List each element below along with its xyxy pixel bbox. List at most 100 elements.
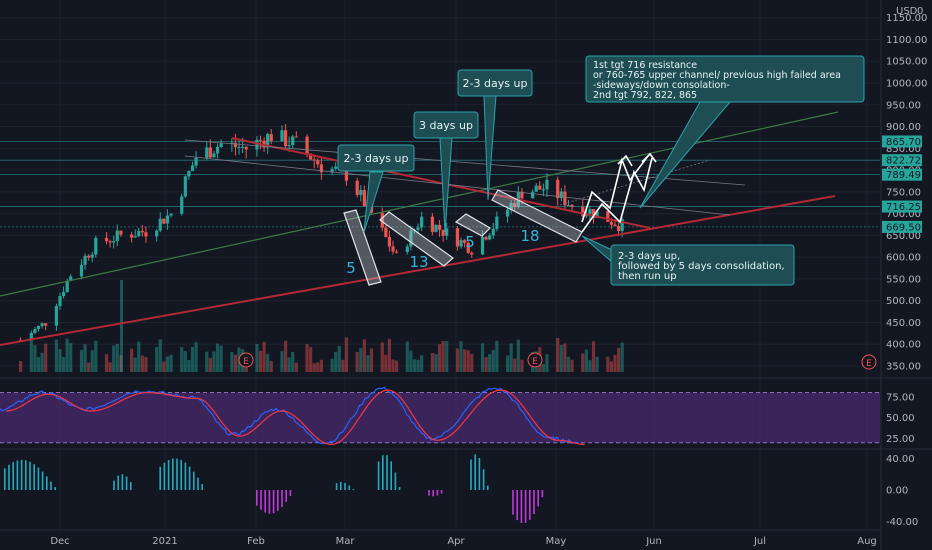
- candle-body: [344, 167, 349, 181]
- histogram-bar: [390, 461, 392, 490]
- histogram-bar: [335, 483, 338, 490]
- volume-bar: [33, 345, 37, 372]
- volume-bar: [155, 347, 159, 372]
- volume-bar: [233, 354, 238, 372]
- candle-body: [44, 323, 48, 326]
- consolidation-box[interactable]: [454, 213, 491, 237]
- volume-bar: [505, 355, 510, 372]
- time-axis-label: Feb: [247, 536, 265, 547]
- consolidation-box[interactable]: [343, 209, 382, 286]
- price-axis[interactable]: 1150.00 1100.00 1050.00 1000.00 950.00 900.00…: [886, 13, 927, 372]
- price-badge-label: 716.25: [886, 202, 921, 213]
- callout-apr-box: [457, 69, 533, 97]
- histogram-bar: [29, 461, 31, 490]
- volume-bar: [119, 355, 123, 372]
- volume-bar: [144, 357, 148, 372]
- volume-bar: [165, 356, 170, 372]
- volume-bar: [416, 359, 420, 372]
- histogram-axis[interactable]: 40.00 0.00 -40.00: [886, 454, 918, 528]
- callout-feb[interactable]: 2-3 days up: [337, 144, 415, 233]
- histogram-bar: [281, 490, 283, 507]
- projected-path-inner[interactable]: [581, 157, 653, 233]
- candle-body: [54, 306, 59, 326]
- volume-bar: [294, 362, 298, 372]
- histogram-bar: [344, 482, 346, 490]
- volume-bar: [115, 343, 119, 372]
- price-axis-tick: 900.00: [886, 122, 921, 133]
- volume-bar: [36, 357, 41, 372]
- callout-plan[interactable]: 2-3 days up, followed by 5 days consolid…: [581, 235, 795, 286]
- volume-bar: [387, 338, 392, 372]
- volume-bar: [29, 338, 33, 372]
- volume-bar: [280, 351, 284, 372]
- candle-body: [183, 176, 187, 197]
- volume-bar: [420, 355, 424, 372]
- price-badge: [882, 135, 922, 148]
- earnings-marker[interactable]: E: [861, 354, 877, 370]
- candle-body: [33, 329, 37, 333]
- trend-line-green[interactable]: [0, 111, 839, 297]
- histogram-pane[interactable]: [4, 454, 544, 523]
- trend-line-support[interactable]: [0, 195, 836, 346]
- stoch-axis-tick: 25.00: [886, 434, 915, 445]
- currency-label[interactable]: USD: [896, 6, 918, 17]
- histogram-bar: [193, 471, 195, 490]
- histogram-bar: [163, 462, 166, 490]
- volume-bar: [484, 357, 488, 372]
- trend-line-resistance[interactable]: [231, 137, 651, 229]
- histogram-bar: [117, 475, 119, 490]
- time-axis[interactable]: Dec 2021 Feb Mar Apr May Jun Jul Aug: [50, 536, 876, 547]
- candle-body: [430, 216, 434, 232]
- volume-bar: [194, 342, 198, 372]
- annotation-drawings[interactable]: [0, 111, 839, 346]
- histogram-bar: [180, 459, 182, 490]
- volume-bar: [380, 342, 384, 372]
- candle-body: [119, 230, 123, 235]
- candle-body: [112, 241, 116, 243]
- time-axis-label: Jul: [753, 536, 766, 547]
- price-axis-tick: 500.00: [886, 296, 921, 307]
- candle-body: [355, 180, 359, 195]
- trend-line-grey[interactable]: [184, 139, 746, 186]
- earnings-marker[interactable]: E: [238, 352, 254, 368]
- volume-bar: [495, 340, 499, 372]
- volume-bar: [283, 340, 288, 372]
- price-axis-tick: 450.00: [886, 318, 921, 329]
- histogram-bar: [537, 490, 539, 507]
- histogram-bar: [432, 490, 434, 497]
- candle-body: [362, 190, 366, 206]
- candle-body: [205, 147, 209, 158]
- callout-targets-line-3: -sideways/down consolation-: [593, 80, 730, 91]
- stoch-d-line[interactable]: [5, 389, 585, 446]
- svg-text:E: E: [866, 359, 872, 369]
- volume-bar: [312, 363, 316, 372]
- candle-body: [187, 171, 191, 177]
- histogram-bar: [512, 490, 514, 515]
- earnings-marker[interactable]: E: [527, 352, 543, 368]
- histogram-bar: [172, 458, 174, 490]
- stoch-axis-tick: 50.00: [886, 413, 915, 424]
- consolidation-box[interactable]: [379, 211, 454, 267]
- price-axis-tick: 700.00: [886, 209, 921, 220]
- callout-mar[interactable]: 3 days up: [413, 111, 479, 233]
- candle-body: [509, 203, 513, 210]
- volume-bar: [430, 353, 434, 372]
- volume-series[interactable]: [19, 280, 624, 372]
- price-axis-tick: 1150.00: [886, 13, 927, 24]
- volume-bar: [445, 341, 449, 372]
- candle-body: [287, 145, 291, 147]
- price-axis-tick: 1100.00: [886, 35, 927, 46]
- candle-body: [230, 142, 234, 144]
- candle-body: [280, 130, 284, 142]
- volume-bar: [566, 356, 571, 372]
- stochastic-pane[interactable]: [0, 386, 880, 446]
- callout-apr[interactable]: 2-3 days up: [457, 69, 533, 201]
- stochastic-axis[interactable]: 75.00 50.00 25.00: [886, 392, 915, 445]
- trend-line-grey[interactable]: [184, 155, 731, 216]
- candlestick-series[interactable]: [19, 124, 624, 341]
- histogram-bar: [12, 462, 14, 490]
- candle-body: [87, 255, 91, 258]
- volume-bar: [180, 347, 184, 372]
- callout-targets[interactable]: 1st tgt 716 resistance or 760-765 upper …: [585, 55, 865, 209]
